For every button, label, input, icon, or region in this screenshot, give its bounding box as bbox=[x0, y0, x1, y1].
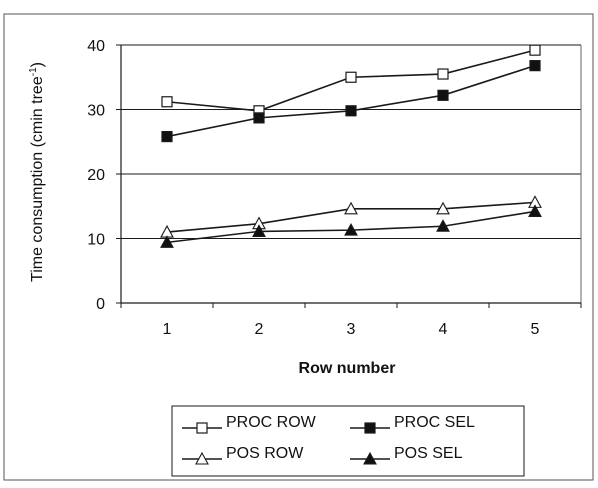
x-tick-label: 4 bbox=[439, 321, 448, 338]
x-tick-label: 3 bbox=[347, 321, 356, 338]
legend-marker-pos-row bbox=[195, 451, 209, 465]
y-tick-label: 20 bbox=[87, 167, 105, 184]
y-axis-title-main: Time consumption (cmin tree bbox=[29, 76, 46, 282]
legend-box bbox=[171, 405, 525, 477]
y-tick-label: 30 bbox=[87, 103, 105, 120]
y-tick-label: 0 bbox=[96, 296, 105, 313]
axes: 0 10 20 30 40 1 2 3 4 5 bbox=[87, 38, 582, 338]
y-axis-title-tail: ) bbox=[29, 62, 46, 67]
legend-label-proc-row: PROC ROW bbox=[226, 414, 317, 431]
data-point-proc-sel bbox=[161, 130, 173, 143]
chart-frame bbox=[3, 13, 594, 481]
data-point-pos-row bbox=[436, 201, 450, 215]
data-point-proc-sel bbox=[345, 105, 357, 117]
y-tick-label: 40 bbox=[87, 38, 105, 55]
y-axis-title: Time consumption (cmin tree-1) bbox=[28, 62, 46, 282]
legend-marker-proc-row bbox=[196, 422, 208, 434]
x-tick-label: 5 bbox=[531, 321, 540, 338]
legend-marker-pos-sel bbox=[363, 451, 377, 465]
data-point-proc-row bbox=[437, 68, 449, 80]
y-tick-label: 10 bbox=[87, 232, 105, 249]
data-point-proc-row bbox=[161, 96, 173, 108]
legend: PROC ROW PROC SEL POS ROW POS SEL bbox=[171, 405, 525, 477]
data-point-proc-sel bbox=[253, 112, 265, 124]
legend-label-pos-sel: POS SEL bbox=[394, 445, 463, 462]
data-point-proc-row bbox=[345, 71, 357, 83]
data-point-pos-sel bbox=[252, 224, 266, 237]
x-tick-label: 2 bbox=[255, 321, 264, 338]
series-markers bbox=[160, 44, 542, 248]
y-axis-title-superscript: -1 bbox=[28, 67, 39, 76]
data-point-proc-sel bbox=[437, 89, 449, 101]
gridlines bbox=[121, 44, 582, 303]
data-point-proc-sel bbox=[529, 60, 541, 72]
x-tick-label: 1 bbox=[163, 321, 172, 338]
x-axis-title: Row number bbox=[299, 360, 396, 377]
data-point-pos-row bbox=[344, 201, 358, 215]
data-point-proc-row bbox=[529, 44, 541, 56]
data-point-pos-sel bbox=[344, 222, 358, 236]
data-point-pos-sel bbox=[160, 235, 174, 248]
legend-label-pos-row: POS ROW bbox=[226, 445, 304, 462]
legend-marker-proc-sel bbox=[364, 422, 376, 434]
legend-label-proc-sel: PROC SEL bbox=[394, 414, 475, 431]
data-point-pos-sel bbox=[528, 204, 542, 217]
data-point-pos-sel bbox=[436, 219, 450, 232]
